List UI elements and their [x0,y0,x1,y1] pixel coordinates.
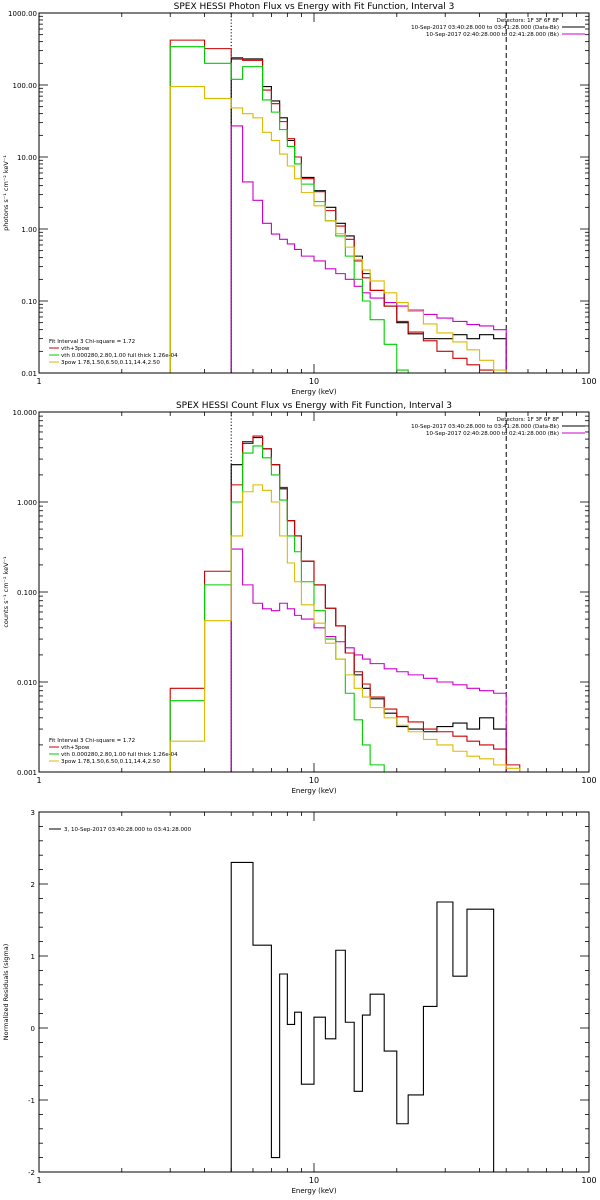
chart-title: SPEX HESSI Photon Flux vs Energy with Fi… [174,2,455,12]
plot-frame [38,12,590,374]
x-tick-label: 1 [36,1176,41,1185]
x-axis-label: Energy (keV) [291,787,336,795]
x-axis-ticks [38,412,590,772]
y-tick-label: 0 [31,1025,35,1033]
legend-bottom-entry: vth+3pow [61,346,90,352]
series-line-2 [169,39,507,373]
legend-bottom: Fit Interval 3 Chi-square = 1.72vth+3pow… [49,339,178,366]
series-line-3 [169,445,398,772]
legend-bottom-entry: vth 0.000280,2.80,1.00 full thick 1.26e-… [61,353,178,359]
chart-title: SPEX HESSI Count Flux vs Energy with Fit… [176,401,452,411]
series-line-2 [169,435,535,772]
y-axis-ticks [39,811,589,1173]
y-tick-label: 10.00 [17,154,37,162]
x-axis-ticks [38,812,590,1172]
x-tick-label: 100 [581,1176,596,1185]
legend-bottom-entry: 3pow 1.78,1.50,6.50,0.11,14.4,2.50 [61,360,160,366]
y-tick-label: 10.000 [13,409,38,417]
x-axis-label: Energy (keV) [291,388,336,396]
y-tick-label: 1.000 [17,499,37,507]
y-tick-label: -1 [28,1097,35,1105]
y-tick-label: 0.100 [17,589,37,597]
series-line-1 [230,548,507,772]
x-tick-label: 10 [309,776,319,785]
series-group [169,39,507,373]
legend-top-entry: Detectors: 1F 3F 6F 8F [497,18,559,24]
x-tick-label: 100 [581,377,596,386]
series-line-3 [169,46,438,373]
legend-bottom-entry: vth+3pow [61,745,90,751]
series-line-4 [169,86,507,373]
x-tick-label: 10 [309,1176,319,1185]
x-tick-label: 1 [36,377,41,386]
series-line-0 [230,437,507,772]
y-tick-label: 0.010 [17,679,37,687]
series-line-4 [169,484,535,772]
y-tick-label: 0.10 [21,298,37,306]
legend-top-entry: 10-Sep-2017 02:40:28.000 to 02:41:28.000… [426,32,559,38]
y-tick-label: 1000.00 [8,10,37,18]
legend-top-entry: 10-Sep-2017 02:40:28.000 to 02:41:28.000… [426,431,559,437]
y-tick-label: 100.00 [13,82,38,90]
photon-flux-panel: SPEX HESSI Photon Flux vs Energy with Fi… [2,2,597,396]
legend-top-entry: 10-Sep-2017 03:40:28.000 to 03:41:28.000… [411,424,559,430]
series-group [230,861,507,1172]
y-tick-label: -2 [28,1169,35,1177]
legend-top-entry: 10-Sep-2017 03:40:28.000 to 03:41:28.000… [411,25,559,31]
x-tick-label: 1 [36,776,41,785]
series-line-1 [230,125,507,373]
legend-top-entry: 3, 10-Sep-2017 03:40:28.000 to 03:41:28.… [64,827,191,833]
legend-top: 3, 10-Sep-2017 03:40:28.000 to 03:41:28.… [49,827,191,833]
residuals-panel: 1 10 100 -2 -1 0 1 2 3 Energy (keV) Normalized Res… [2,809,597,1195]
legend-bottom-entry: 3pow 1.78,1.50,6.50,0.11,14.4,2.50 [61,759,160,765]
y-tick-label: 1.00 [21,226,37,234]
plot-frame [38,811,590,1173]
legend-bottom-entry: vth 0.000280,2.80,1.00 full thick 1.26e-… [61,752,178,758]
legend-bottom-entry: Fit Interval 3 Chi-square = 1.72 [49,339,135,345]
y-axis-ticks [39,415,589,773]
legend-bottom: Fit Interval 3 Chi-square = 1.72vth+3pow… [49,738,178,765]
y-axis-label: Normalized Residuals (sigma) [2,944,10,1041]
y-tick-label: 1 [31,953,35,961]
series-group [169,435,535,772]
count-flux-panel: SPEX HESSI Count Flux vs Energy with Fit… [2,401,597,795]
x-axis-label: Energy (keV) [291,1187,336,1195]
legend-bottom-entry: Fit Interval 3 Chi-square = 1.72 [49,738,135,744]
y-axis-label: counts s⁻¹ cm⁻² keV⁻¹ [2,556,10,628]
y-axis-label: photons s⁻¹ cm⁻² keV⁻¹ [2,155,10,231]
plot-frame [38,411,590,773]
y-tick-label: 0.001 [17,769,37,777]
y-tick-label: 2 [31,881,35,889]
series-line-0 [230,861,507,1172]
x-axis-ticks [38,13,590,373]
y-tick-label: 0.01 [21,370,37,378]
series-line-0 [230,58,507,373]
x-tick-label: 100 [581,776,596,785]
y-tick-label: 3 [31,809,35,817]
legend-top-entry: Detectors: 1F 3F 6F 8F [497,417,559,423]
x-tick-label: 10 [309,377,319,386]
